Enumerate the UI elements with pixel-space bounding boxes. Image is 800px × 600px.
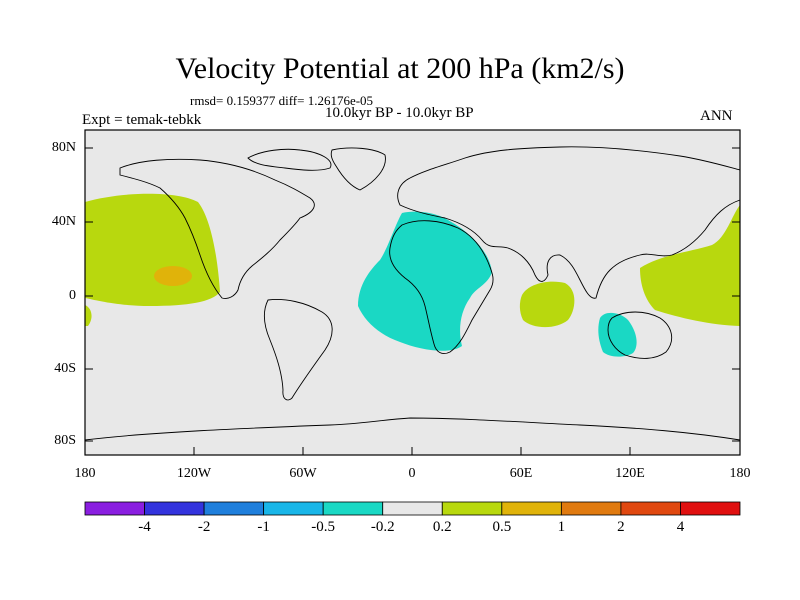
colorbar-label: 1 <box>557 519 566 535</box>
colorbar-label: -4 <box>138 519 151 535</box>
colorbar-swatch <box>322 501 384 516</box>
period-label: 10.0kyr BP - 10.0kyr BP <box>325 105 474 121</box>
lat-tick-label: 0 <box>69 288 76 303</box>
lon-tick-label: 120W <box>176 466 212 481</box>
colorbar-swatch <box>560 501 622 516</box>
colorbar-label: 4 <box>676 519 685 535</box>
colorbar-swatch <box>144 501 205 516</box>
region-east-pacific-positive <box>85 193 220 326</box>
colorbar-swatch <box>382 501 443 516</box>
region-indian-ocean-positive <box>519 281 575 328</box>
coastlines <box>84 146 741 441</box>
colorbar-swatch <box>203 501 265 516</box>
lat-tick-label: 80S <box>54 433 76 448</box>
colorbar-swatch <box>441 501 503 516</box>
season-label: ANN <box>700 108 733 124</box>
region-atlantic-africa-negative <box>358 211 492 351</box>
lon-tick-label: 120E <box>615 466 645 481</box>
lon-tick-label: 0 <box>408 466 416 481</box>
colorbar-label: -2 <box>197 519 211 535</box>
experiment-label: Expt = temak-tebkk <box>82 112 202 128</box>
colorbar-swatch <box>501 501 562 516</box>
region-east-pacific-core <box>154 266 192 286</box>
region-west-pacific-positive <box>640 205 740 326</box>
axis-ticks <box>85 147 740 455</box>
lon-tick-label: 60W <box>289 466 317 481</box>
lat-tick-label: 40S <box>54 361 76 376</box>
lon-tick-label: 180 <box>729 466 751 481</box>
colorbar-label: 2 <box>617 519 625 535</box>
lon-tick-label: 180 <box>74 466 96 481</box>
colorbar-swatch <box>263 501 324 516</box>
colorbar-swatch <box>680 501 741 516</box>
colorbar-label: 0.2 <box>432 519 452 535</box>
chart-title: Velocity Potential at 200 hPa (km2/s) <box>175 52 625 85</box>
colorbar-swatch <box>84 501 145 516</box>
colorbar-label: -1 <box>257 519 270 535</box>
colorbar-label: -0.5 <box>311 519 336 535</box>
lon-tick-label: 60E <box>509 466 533 481</box>
lat-tick-label: 40N <box>51 214 76 229</box>
colorbar-label: -0.2 <box>370 519 395 535</box>
colorbar-swatch <box>620 501 681 516</box>
region-australia-negative <box>598 312 637 357</box>
lat-tick-label: 80N <box>51 140 76 155</box>
colorbar-label: 0.5 <box>492 519 512 535</box>
stats-line: rmsd= 0.159377 diff= 1.26176e-05 <box>190 93 374 108</box>
